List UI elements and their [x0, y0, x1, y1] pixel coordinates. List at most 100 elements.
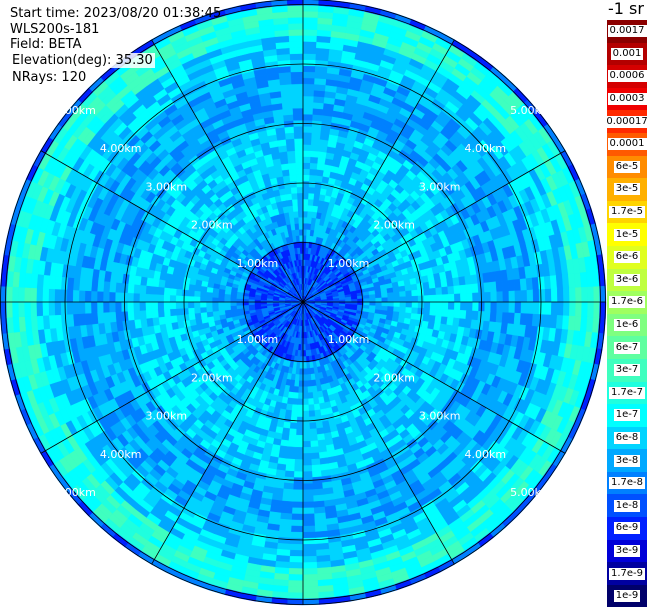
range-gate-cell — [23, 287, 31, 303]
range-gate-cell — [308, 410, 316, 418]
range-gate-cell — [157, 294, 165, 303]
range-gate-cell — [387, 301, 395, 308]
range-gate-cell — [306, 374, 312, 381]
range-gate-cell — [292, 392, 299, 400]
range-gate-cell — [302, 168, 311, 176]
range-gate-cell — [537, 314, 546, 328]
range-gate-cell — [169, 287, 177, 296]
range-gate-cell — [302, 428, 311, 436]
range-gate-cell — [193, 301, 201, 308]
range-gate-cell — [472, 301, 479, 312]
range-gate-cell — [454, 293, 461, 303]
range-gate-cell — [211, 296, 219, 303]
range-gate-cell — [30, 301, 37, 317]
range-gate-cell — [310, 150, 320, 158]
range-gate-cell — [302, 446, 312, 454]
range-gate-cell — [514, 290, 522, 303]
range-gate-cell — [575, 301, 583, 317]
range-gate-cell — [205, 301, 213, 308]
range-gate-cell — [550, 288, 558, 303]
range-gate-cell — [78, 278, 87, 291]
range-gate-cell — [405, 307, 413, 314]
range-gate-cell — [312, 494, 325, 502]
range-gate-cell — [145, 309, 153, 319]
range-gate-cell — [292, 483, 304, 491]
range-gate-cell — [127, 301, 134, 312]
range-gate-cell — [314, 415, 323, 423]
range-gate-cell — [176, 314, 184, 323]
range-gate-cell — [308, 416, 316, 424]
range-gate-cell — [508, 290, 516, 303]
range-gate-cell — [435, 287, 443, 296]
range-gate-cell — [302, 350, 307, 357]
range-gate-cell — [287, 592, 304, 600]
range-gate-cell — [133, 284, 141, 294]
range-gate-cell — [526, 289, 534, 303]
range-gate-cell — [422, 281, 430, 290]
range-gate-cell — [127, 310, 135, 321]
range-gate-cell — [310, 458, 321, 466]
range-gate-cell — [287, 580, 304, 588]
range-gate-cell — [157, 286, 165, 295]
range-gate-cell — [441, 309, 449, 318]
range-gate-cell — [103, 311, 111, 324]
range-gate-cell — [404, 284, 412, 292]
range-gate-cell — [302, 222, 308, 230]
range-gate-cell — [311, 385, 318, 393]
range-gate-cell — [193, 296, 201, 303]
range-gate-cell — [163, 294, 171, 303]
range-gate-cell — [302, 77, 315, 85]
range-gate-cell — [302, 156, 311, 164]
range-gate-cell — [42, 274, 51, 289]
range-gate-cell — [289, 422, 297, 430]
range-gate-cell — [369, 297, 376, 303]
range-gate-cell — [531, 313, 540, 327]
range-gate-cell — [17, 286, 25, 303]
range-gate-cell — [363, 301, 370, 306]
range-gate-cell — [310, 373, 316, 381]
range-gate-cell — [282, 488, 294, 496]
range-gate-cell — [587, 301, 595, 318]
range-gate-cell — [188, 283, 196, 291]
range-gate-cell — [313, 512, 327, 521]
range-gate-cell — [127, 283, 135, 294]
range-gate-cell — [501, 312, 510, 324]
range-gate-cell — [223, 297, 231, 303]
range-gate-cell — [307, 398, 315, 406]
range-gate-cell — [556, 301, 564, 316]
range-gate-cell — [465, 310, 473, 320]
range-gate-cell — [405, 301, 413, 308]
range-gate-cell — [514, 301, 522, 314]
range-gate-cell — [393, 291, 401, 298]
range-gate-cell — [298, 374, 304, 382]
range-gate-cell — [555, 274, 564, 289]
range-gate-cell — [307, 204, 314, 212]
range-gate-cell — [176, 281, 184, 290]
range-gate-cell — [133, 292, 140, 303]
range-gate-cell — [581, 286, 589, 303]
range-gate-cell — [181, 307, 189, 315]
range-gate-cell — [302, 531, 316, 539]
range-gate-cell — [525, 277, 534, 291]
range-gate-cell — [315, 53, 330, 62]
range-gate-cell — [293, 386, 299, 394]
range-gate-cell — [435, 294, 443, 303]
range-gate-cell — [54, 288, 62, 303]
range-gate-cell — [302, 434, 311, 442]
range-gate-cell — [284, 470, 295, 478]
range-gate-cell — [287, 586, 304, 594]
range-gate-cell — [484, 291, 492, 303]
range-gate-cell — [230, 301, 237, 307]
range-gate-cell — [282, 421, 291, 429]
range-gate-cell — [381, 301, 389, 307]
range-gate-cell — [543, 275, 552, 290]
range-gate-cell — [288, 434, 297, 442]
range-gate-cell — [281, 494, 294, 502]
range-gate-cell — [411, 295, 419, 303]
range-gate-cell — [96, 312, 105, 324]
range-gate-cell — [429, 287, 437, 296]
range-gate-cell — [302, 519, 315, 527]
range-gate-cell — [205, 296, 213, 303]
range-gate-cell — [423, 295, 431, 303]
range-gate-cell — [302, 10, 319, 18]
